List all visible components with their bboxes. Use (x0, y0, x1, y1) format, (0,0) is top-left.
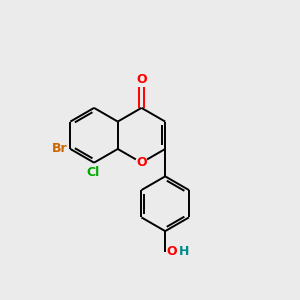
Text: Br: Br (52, 142, 68, 155)
Text: O: O (136, 156, 147, 169)
Text: O: O (136, 73, 147, 86)
Circle shape (136, 157, 147, 169)
Text: Cl: Cl (86, 167, 99, 179)
Text: H: H (179, 245, 190, 258)
Text: O: O (167, 245, 177, 258)
